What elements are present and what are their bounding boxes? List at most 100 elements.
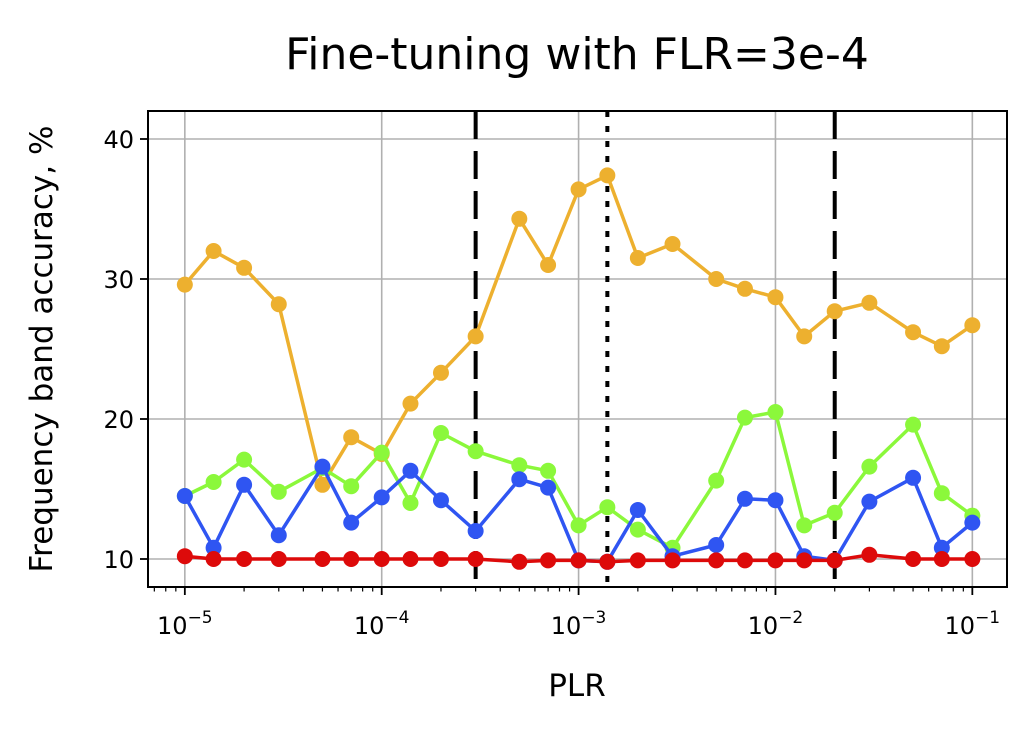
data-point	[736, 409, 753, 426]
data-point	[664, 236, 681, 252]
data-point	[826, 504, 843, 521]
data-point	[176, 488, 193, 504]
data-point	[402, 495, 419, 511]
data-point	[432, 364, 449, 381]
data-point	[343, 429, 360, 446]
y-tick-label: 30	[103, 266, 134, 294]
data-point	[964, 551, 981, 567]
data-point	[467, 328, 484, 345]
x-tick-label: 10−1	[945, 608, 1001, 640]
data-point	[861, 458, 878, 475]
data-point	[540, 479, 557, 496]
data-point	[964, 317, 981, 334]
data-point	[861, 546, 878, 563]
data-point	[432, 551, 449, 567]
data-point	[205, 539, 222, 556]
data-point	[905, 416, 922, 433]
data-point	[402, 395, 419, 412]
x-tick-label: 10−2	[748, 608, 804, 640]
y-tick-label: 10	[103, 546, 134, 574]
data-point	[343, 478, 360, 495]
data-point	[708, 552, 725, 569]
data-point	[905, 551, 922, 567]
data-point	[796, 552, 813, 569]
series-1	[176, 167, 981, 493]
data-point	[236, 451, 253, 468]
data-point	[964, 514, 981, 531]
x-tick-label: 10−3	[551, 608, 607, 640]
data-point	[343, 551, 360, 567]
data-point	[511, 457, 528, 474]
data-point	[599, 553, 616, 570]
data-point	[511, 210, 528, 227]
data-point	[933, 485, 950, 502]
data-point	[176, 276, 193, 293]
data-point	[629, 552, 646, 569]
data-point	[933, 539, 950, 556]
y-axis-label: Frequency band accuracy, %	[24, 126, 60, 573]
data-point	[540, 552, 557, 569]
series-layer	[176, 167, 981, 570]
data-point	[373, 444, 390, 461]
data-point	[236, 259, 253, 276]
data-point	[373, 489, 390, 506]
data-point	[570, 517, 587, 534]
data-point	[767, 492, 784, 509]
x-tick-label: 10−5	[157, 608, 213, 640]
data-point	[664, 552, 681, 569]
data-point	[176, 548, 193, 565]
x-axis-label: PLR	[548, 668, 606, 704]
plot-frame	[147, 110, 1008, 588]
data-point	[467, 443, 484, 460]
data-point	[432, 492, 449, 509]
data-point	[905, 469, 922, 486]
data-point	[205, 551, 222, 567]
data-point	[205, 474, 222, 490]
data-point	[599, 499, 616, 516]
data-point	[314, 476, 331, 493]
data-point	[314, 458, 331, 475]
data-point	[373, 551, 390, 567]
data-point	[629, 521, 646, 538]
data-point	[270, 483, 287, 500]
data-point	[270, 551, 287, 567]
data-point	[432, 425, 449, 441]
data-point	[767, 552, 784, 569]
data-point	[570, 552, 587, 569]
data-point	[708, 472, 725, 489]
data-point	[629, 502, 646, 518]
data-point	[736, 280, 753, 297]
data-point	[599, 167, 616, 184]
data-point	[826, 303, 843, 320]
y-axis: 10 20 30 40	[103, 126, 148, 574]
x-tick-label: 10−4	[354, 608, 410, 640]
data-point	[270, 296, 287, 313]
y-tick-label: 40	[103, 126, 134, 154]
data-point	[343, 514, 360, 531]
data-point	[270, 527, 287, 544]
series-4	[176, 546, 981, 570]
data-point	[933, 338, 950, 355]
chart-title: Fine-tuning with FLR=3e-4	[285, 29, 869, 80]
data-point	[402, 462, 419, 479]
data-point	[708, 537, 725, 553]
data-point	[796, 517, 813, 534]
data-point	[511, 553, 528, 570]
data-point	[905, 324, 922, 341]
data-point	[767, 289, 784, 306]
data-point	[236, 551, 253, 567]
data-point	[736, 490, 753, 507]
data-point	[540, 257, 557, 273]
data-point	[861, 294, 878, 311]
data-point	[540, 462, 557, 479]
data-point	[205, 243, 222, 259]
data-point	[826, 552, 843, 569]
data-point	[736, 552, 753, 569]
data-point	[570, 181, 587, 198]
data-point	[467, 551, 484, 567]
data-point	[933, 551, 950, 567]
data-point	[314, 551, 331, 567]
data-point	[796, 328, 813, 345]
data-point	[767, 404, 784, 420]
